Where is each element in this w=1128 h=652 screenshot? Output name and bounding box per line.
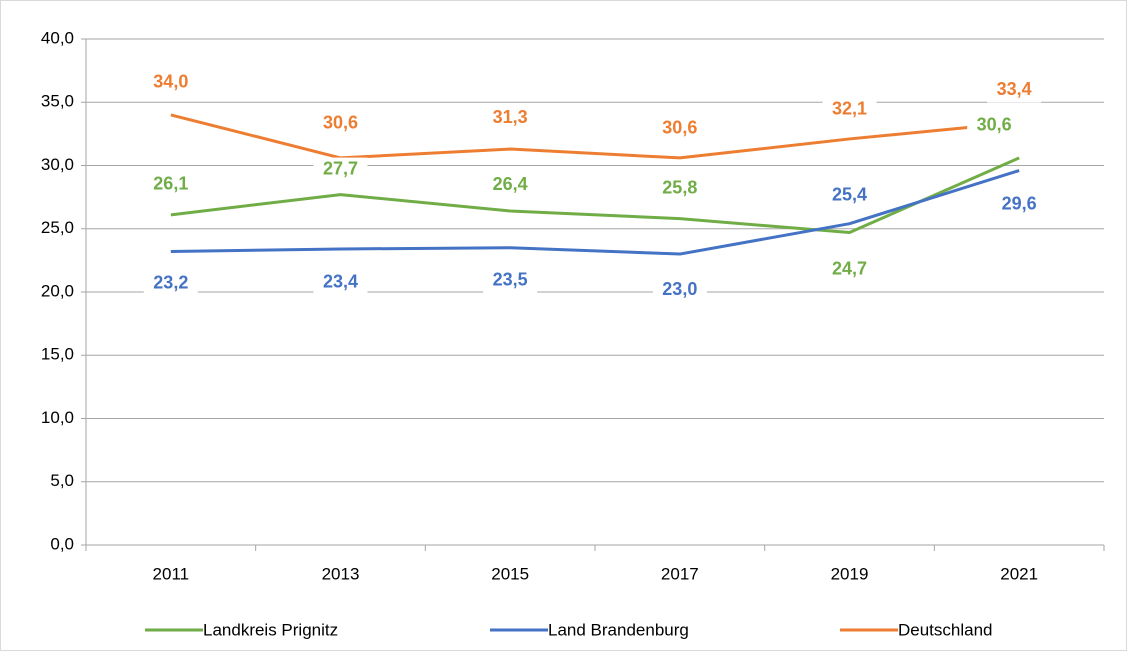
y-tick-label: 0,0 [50, 534, 74, 553]
value-label: 30,6 [323, 113, 358, 133]
x-tick-label: 2011 [153, 564, 190, 583]
value-label-bg [313, 270, 368, 295]
y-tick-label: 5,0 [50, 471, 74, 490]
value-label-bg [313, 157, 368, 182]
value-label-bg [483, 106, 538, 131]
value-label-bg [143, 70, 198, 95]
y-tick-label: 25,0 [41, 218, 74, 237]
value-label-bg [652, 278, 707, 303]
value-label: 30,6 [662, 118, 697, 138]
value-label-bg [822, 97, 877, 122]
value-label-bg [992, 192, 1047, 217]
x-tick-label: 2021 [1000, 564, 1038, 583]
series-line [170, 156, 1020, 235]
value-label: 26,1 [153, 174, 188, 194]
value-label-bg [483, 173, 538, 198]
x-tick-label: 2017 [661, 564, 699, 583]
value-label-bg [652, 176, 707, 201]
series-line [170, 169, 1020, 256]
legend-label: Land Brandenburg [548, 620, 689, 639]
series-line [170, 113, 1020, 160]
value-label: 34,0 [153, 72, 188, 92]
value-label: 32,1 [832, 99, 867, 119]
value-label-bg [483, 268, 538, 293]
y-tick-label: 10,0 [41, 408, 74, 427]
value-label-bg [143, 271, 198, 296]
value-label: 31,3 [493, 107, 528, 127]
value-label: 23,5 [493, 269, 528, 289]
value-label: 27,7 [323, 158, 358, 178]
legend-label: Landkreis Prignitz [203, 620, 338, 639]
value-label: 30,6 [977, 115, 1012, 135]
y-tick-label: 30,0 [41, 155, 74, 174]
y-tick-label: 15,0 [41, 345, 74, 364]
x-tick-label: 2015 [491, 564, 529, 583]
value-label-bg [313, 111, 368, 136]
y-tick-label: 40,0 [41, 28, 74, 47]
value-label-bg [987, 78, 1042, 103]
value-label-bg [652, 116, 707, 141]
x-tick-label: 2013 [322, 564, 360, 583]
x-tick-label: 2019 [831, 564, 869, 583]
value-label: 24,7 [832, 258, 867, 278]
value-label: 29,6 [1002, 193, 1037, 213]
value-label: 23,0 [662, 279, 697, 299]
value-label: 25,8 [662, 177, 697, 197]
value-label: 23,4 [323, 272, 358, 292]
value-label-bg [822, 257, 877, 282]
value-label-bg [143, 172, 198, 197]
value-label: 23,2 [153, 272, 188, 292]
legend-label: Deutschland [898, 620, 993, 639]
value-label-bg [967, 113, 1022, 138]
value-label: 25,4 [832, 184, 867, 204]
y-tick-label: 20,0 [41, 281, 74, 300]
y-tick-label: 35,0 [41, 92, 74, 111]
value-label-bg [822, 183, 877, 208]
value-label: 33,4 [997, 79, 1032, 99]
value-label: 26,4 [493, 174, 528, 194]
